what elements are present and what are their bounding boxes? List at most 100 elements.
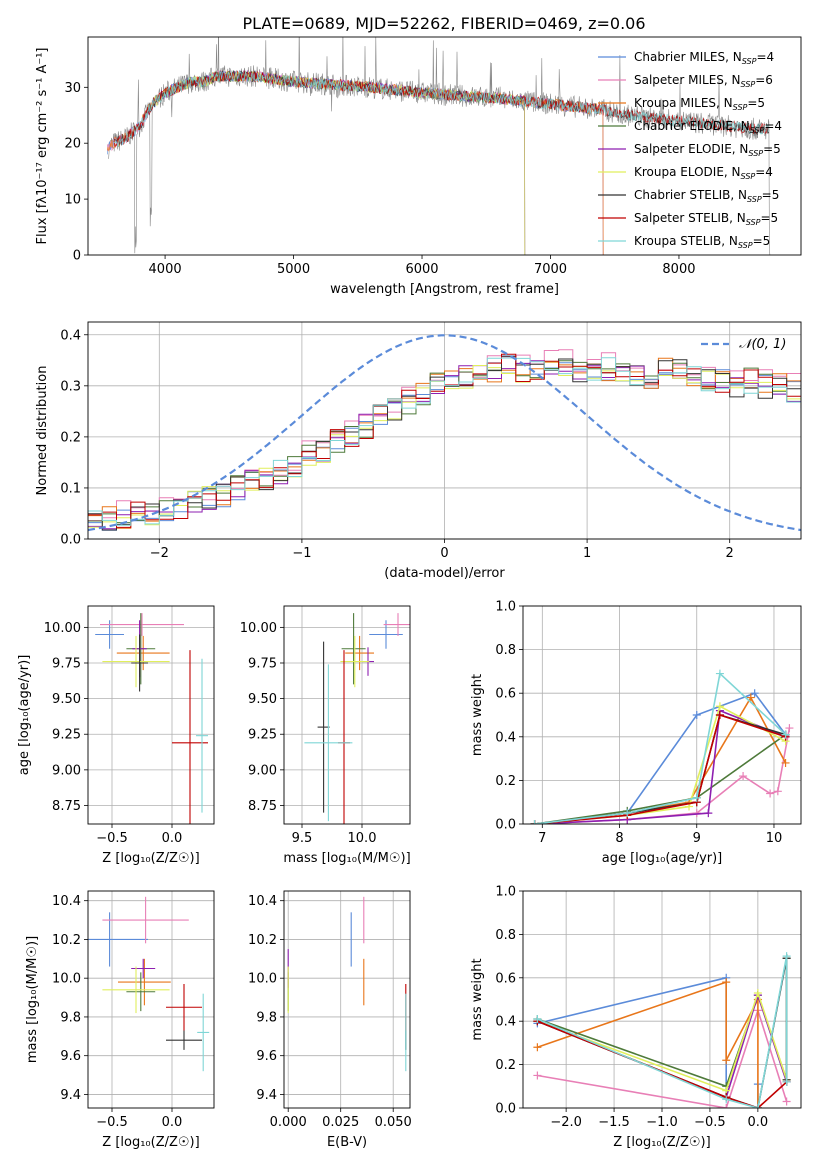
kroupa_miles-mass-weight-marker — [533, 1043, 542, 1052]
mass_vs_ebv-ytick-label: 10.4 — [248, 894, 277, 909]
residuals-ytick-label: 0.3 — [60, 379, 81, 394]
salpeter_stelib-residual-histogram — [88, 353, 801, 528]
kroupa_miles-mass-weight-marker — [746, 693, 755, 702]
mass_vs_ebv-ytick-label: 10.0 — [248, 972, 277, 987]
spectrum-frame — [87, 36, 802, 256]
massweight_vs_z-ytick-label: 1.0 — [495, 885, 516, 900]
residuals-xtick-label: 2 — [726, 546, 734, 561]
mass_vs_ebv-xtick-label: 0.000 — [270, 1115, 307, 1130]
spectrum-xtick-label: 7000 — [534, 262, 567, 277]
massweight_vs_age-ytick-label: 0.6 — [495, 687, 516, 702]
age_vs_mass-ytick-label: 10.00 — [240, 621, 277, 636]
age_vs_z-ytick-label: 9.75 — [52, 656, 81, 671]
kroupa_stelib-mass-weight-marker — [623, 809, 632, 818]
mass_vs_z-chart: −0.5 0.0 9.4 9.6 9.8 10.0 10.2 10.4 Z [log₁₀(Z/Z… — [25, 890, 215, 1150]
age_vs_mass-ytick-label: 9.50 — [248, 692, 277, 707]
residuals-ytick-label: 0.1 — [60, 481, 81, 496]
salpeter_miles-mass-weight-marker — [739, 772, 748, 781]
residuals-xtick-label: −2 — [150, 546, 169, 561]
age_vs_z-plot-area — [95, 613, 208, 824]
age_vs_mass-ytick-label: 9.00 — [248, 763, 277, 778]
massweight_vs_age-ytick-label: 0.4 — [495, 730, 516, 745]
massweight_vs_z-chart: −2.0 −1.5 −1.0 −0.5 0.0 0.0 0.2 0.4 0.6 0.8 1.0 Z [… — [470, 885, 802, 1150]
massweight_vs_z-xtick-label: −2.0 — [550, 1115, 582, 1130]
spectrum-ylabel: Flux [fλ10⁻¹⁷ erg cm⁻² s⁻¹ A⁻¹] — [35, 48, 50, 245]
age_vs_z-chart: −0.5 0.0 8.75 9.00 9.25 9.50 9.75 10.00 Z [log₁₀… — [17, 605, 215, 866]
massweight_vs_age-frame — [522, 605, 802, 825]
kroupa_stelib-mass-weight-marker — [782, 952, 791, 961]
residuals-ylabel: Normed distribution — [35, 366, 50, 496]
kroupa_miles-mass-weight-marker — [722, 978, 731, 987]
residuals-plot-area — [88, 334, 801, 532]
salpeter_elodie-mass-weight-marker — [704, 809, 713, 818]
residuals-legend: 𝒩(0, 1) — [701, 337, 786, 352]
salpeter_stelib-mass-weight-marker — [715, 711, 724, 719]
kroupa_stelib-legend-label: Kroupa STELIB, NSSP=5 — [634, 234, 770, 250]
spectrum-legend: Chabrier MILES, NSSP=4 Salpeter MILES, NS… — [598, 50, 782, 250]
mass_vs_z-xtick-label: −0.5 — [96, 1115, 128, 1130]
massweight_vs_z-xtick-label: −1.5 — [598, 1115, 630, 1130]
massweight_vs_z-frame — [522, 890, 802, 1109]
chabrier_elodie-mass-weight-line — [534, 733, 787, 824]
age_vs_z-ytick-label: 10.00 — [44, 621, 81, 636]
massweight_vs_z-ytick-label: 0.4 — [495, 1015, 516, 1030]
age_vs_z-ytick-label: 9.50 — [52, 692, 81, 707]
kroupa_stelib-mass-weight-marker — [530, 820, 539, 824]
residuals-ytick-label: 0.0 — [60, 533, 81, 548]
normal-distribution-curve — [88, 334, 801, 532]
mass_vs_z-grid — [88, 891, 214, 1108]
mass_vs_ebv-xlabel: E(B-V) — [327, 1135, 367, 1150]
salpeter_elodie-legend-label: Salpeter ELODIE, NSSP=5 — [634, 142, 781, 158]
mass_vs_z-ytick-label: 9.4 — [60, 1088, 81, 1103]
residuals-xtick-label: 0 — [440, 546, 448, 561]
figure-title: PLATE=0689, MJD=52262, FIBERID=0469, z=0… — [242, 14, 645, 33]
massweight_vs_z-xlabel: Z [log₁₀(Z/Z☉)] — [613, 1135, 710, 1150]
residuals-grid — [88, 322, 801, 540]
spectrum-ytick-label: 30 — [64, 81, 81, 96]
massweight_vs_age-ytick-label: 1.0 — [495, 600, 516, 615]
age_vs_mass-xlabel: mass [log₁₀(M/M☉)] — [283, 851, 410, 866]
kroupa_stelib-mass-weight-marker — [692, 793, 701, 802]
chabrier_stelib-model-spectrum — [113, 70, 770, 146]
age_vs_z-xtick-label: 0.0 — [162, 831, 183, 846]
age_vs_z-ytick-label: 8.75 — [52, 799, 81, 814]
salpeter_miles-mass-weight-marker — [773, 787, 782, 796]
massweight_vs_z-ytick-label: 0.6 — [495, 971, 516, 986]
kroupa_elodie-mass-weight-marker — [715, 702, 724, 711]
massweight_vs_z-ytick-label: 0.0 — [495, 1102, 516, 1117]
spectrum-xtick-label: 6000 — [405, 262, 438, 277]
massweight_vs_z-ytick-label: 0.8 — [495, 928, 516, 943]
massweight_vs_age-xtick-label: 9 — [693, 831, 701, 846]
kroupa_elodie-mass-weight-marker — [753, 988, 762, 997]
age_vs_z-ytick-label: 9.25 — [52, 728, 81, 743]
age_vs_mass-ytick-label: 9.25 — [248, 728, 277, 743]
kroupa_stelib-model-spectrum — [113, 70, 770, 148]
age_vs_mass-chart: 9.5 10.0 8.75 9.00 9.25 9.50 9.75 10.00 mass [lo… — [240, 605, 411, 866]
salpeter_miles-mass-weight-marker — [722, 1104, 731, 1108]
residuals-chart: −2 −1 0 1 2 0.0 0.1 0.2 0.3 0.4 (data-model)/error… — [35, 321, 802, 581]
salpeter_miles-mass-weight-marker — [782, 1097, 791, 1106]
massweight_vs_age-xtick-label: 10 — [766, 831, 783, 846]
age_vs_mass-xtick-label: 9.5 — [292, 831, 313, 846]
kroupa_stelib-mass-weight-marker — [753, 1104, 762, 1108]
kroupa_miles-legend-label: Kroupa MILES, NSSP=5 — [634, 96, 765, 112]
mass_vs_ebv-ytick-label: 9.4 — [256, 1088, 277, 1103]
salpeter_miles-mass-weight-line — [537, 1007, 788, 1108]
salpeter_miles-mass-weight-marker — [785, 724, 794, 733]
kroupa_stelib-mass-weight-line — [537, 955, 788, 1108]
mass_vs_z-ytick-label: 10.2 — [52, 933, 81, 948]
residuals-ytick-label: 0.2 — [60, 430, 81, 445]
chabrier_elodie-legend-label: Chabrier ELODIE, NSSP=4 — [634, 119, 782, 135]
spectrum-chart: 4000 5000 6000 7000 8000 0 10 20 30 wavelength [A… — [35, 36, 802, 297]
massweight_vs_age-grid — [523, 605, 801, 825]
spectrum-plot-area — [106, 37, 771, 255]
mass_vs_z-ytick-label: 9.6 — [60, 1049, 81, 1064]
age_vs_z-xlabel: Z [log₁₀(Z/Z☉)] — [102, 851, 199, 866]
salpeter_miles-mass-weight-marker — [533, 1071, 542, 1080]
kroupa_miles-mass-weight-marker — [781, 758, 790, 767]
mass_vs_z-ytick-label: 9.8 — [60, 1010, 81, 1025]
mass_vs_ebv-xtick-label: 0.050 — [375, 1115, 412, 1130]
massweight_vs_z-xtick-label: −1.0 — [646, 1115, 678, 1130]
age_vs_mass-grid — [284, 606, 410, 824]
spectrum-ytick-label: 0 — [73, 249, 81, 264]
